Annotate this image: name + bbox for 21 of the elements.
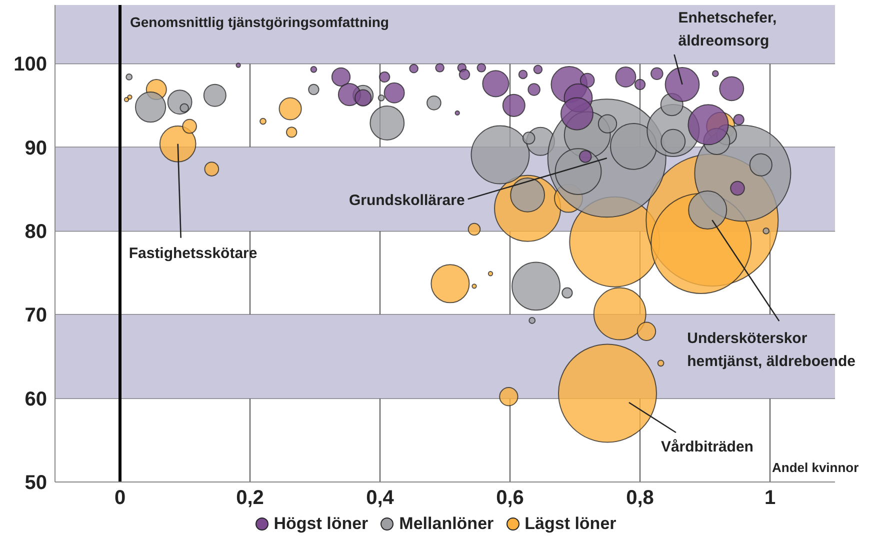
annotation: Undersköterskor hemtjänst, äldreboende xyxy=(687,330,856,370)
y-axis-title: Genomsnittlig tjänstgöringsomfattning xyxy=(130,14,389,30)
x-axis-title: Andel kvinnor xyxy=(772,460,859,475)
x-tick-label: 0 xyxy=(114,487,126,510)
legend-label: Högst löner xyxy=(274,514,368,534)
y-tick-label: 50 xyxy=(24,472,47,494)
y-tick-label: 90 xyxy=(24,137,47,160)
y-tick-label: 60 xyxy=(24,388,47,410)
x-tick-label: 1 xyxy=(764,487,776,510)
x-tick-label: 0,8 xyxy=(626,487,654,510)
y-tick-label: 100 xyxy=(14,54,47,76)
annotation: Vårdbiträden xyxy=(660,438,754,456)
y-tick-label: 80 xyxy=(24,221,47,244)
y-tick-label: 70 xyxy=(24,304,47,327)
annotation: Grundskollärare xyxy=(348,192,465,210)
legend-label: Mellanlöner xyxy=(399,514,494,534)
annotation: Enhetschefer, äldreomsorg xyxy=(678,10,777,50)
legend-label: Lägst löner xyxy=(524,514,616,534)
x-tick-label: 0,2 xyxy=(236,487,264,510)
x-tick-label: 0,6 xyxy=(496,487,524,510)
x-tick-label: 0,4 xyxy=(366,487,395,510)
